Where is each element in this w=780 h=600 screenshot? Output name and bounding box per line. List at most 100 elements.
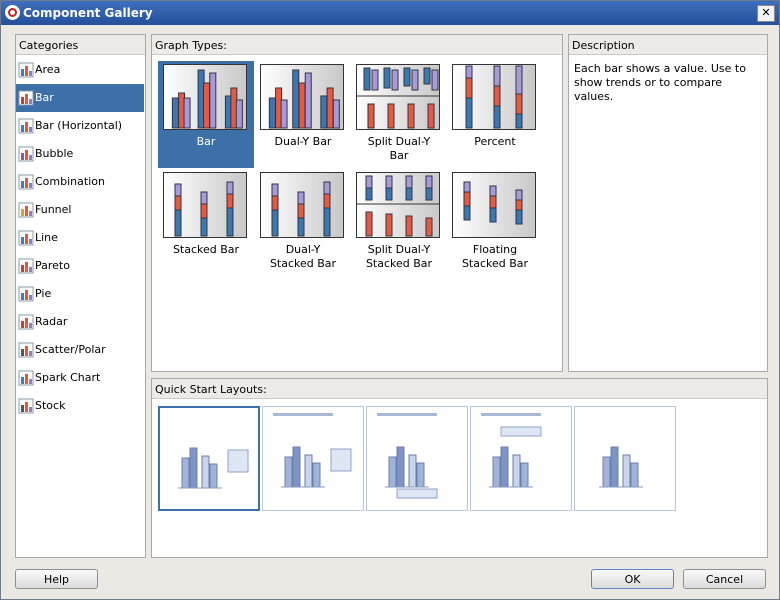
quick-start-layout[interactable] (366, 406, 468, 511)
quick-start-layout[interactable] (574, 406, 676, 511)
icon-glyph-b (25, 150, 28, 160)
app-icon (5, 5, 20, 20)
category-item[interactable]: Line (16, 224, 144, 252)
icon-glyph-a (21, 265, 24, 272)
layout-bar (416, 462, 425, 488)
layout-thumbnail (273, 413, 352, 488)
graph-type-thumbnail (163, 64, 247, 130)
category-label: Spark Chart (35, 371, 101, 384)
thumbnail-bar (326, 87, 334, 129)
thumbnail-bar (515, 65, 523, 95)
icon-glyph-a (21, 69, 24, 76)
layout-thumbnail (481, 413, 542, 488)
category-item[interactable]: Bubble (16, 140, 144, 168)
graph-type[interactable]: Dual-Y Bar (255, 61, 351, 168)
category-label: Pareto (35, 259, 70, 272)
layout-legend (330, 448, 352, 472)
cancel-button[interactable]: Cancel (683, 569, 766, 589)
thumbnail-bar (304, 72, 312, 129)
ok-button[interactable]: OK (591, 569, 674, 589)
category-item[interactable]: Radar (16, 308, 144, 336)
graph-type-label: Bar (196, 135, 216, 148)
icon-glyph-a (21, 293, 24, 300)
icon-glyph-a (21, 97, 24, 104)
icon-glyph-b (25, 94, 28, 104)
category-label: Bubble (35, 147, 74, 160)
thumbnail-bar (171, 97, 179, 129)
thumbnail-bar (411, 69, 419, 91)
category-icon (18, 258, 34, 274)
layout-bar (312, 462, 321, 488)
category-icon (18, 370, 34, 386)
category-item[interactable]: Area (16, 56, 144, 84)
graph-type-thumbnail (452, 172, 536, 238)
graph-type-thumbnail (356, 64, 440, 130)
icon-glyph-a (21, 377, 24, 384)
thumbnail-bar (271, 195, 279, 211)
thumbnail-bar (365, 211, 373, 237)
graph-type-label: Stacked Bar (172, 243, 240, 256)
quick-start-layout[interactable] (158, 406, 260, 511)
thumbnail-bar (271, 183, 279, 197)
category-item[interactable]: Pareto (16, 252, 144, 280)
graph-type[interactable]: Split Dual-Y Stacked Bar (351, 169, 447, 276)
thumbnail-bar (515, 209, 523, 225)
thumbnail-bar (427, 103, 435, 129)
thumbnail-bar (425, 187, 433, 201)
graph-type[interactable]: Stacked Bar (158, 169, 254, 276)
graph-type[interactable]: Bar (158, 61, 254, 168)
thumbnail-bar (403, 67, 411, 87)
quick-start-layout[interactable] (262, 406, 364, 511)
layout-bar (500, 446, 509, 488)
layout-bar (388, 456, 397, 488)
category-item[interactable]: Funnel (16, 196, 144, 224)
thumbnail-bar (323, 207, 331, 237)
layout-title (481, 413, 541, 416)
graph-type[interactable]: Percent (447, 61, 543, 168)
icon-glyph-b (25, 206, 28, 216)
thumbnail-bar (292, 69, 300, 129)
category-item[interactable]: Bar (16, 84, 144, 112)
layout-bar (209, 463, 218, 489)
graph-type[interactable]: Dual-Y Stacked Bar (255, 169, 351, 276)
thumbnail-bar (174, 209, 182, 237)
thumbnail-bar (465, 97, 473, 129)
thumbnail-bar (226, 181, 234, 195)
thumbnail-bar (385, 213, 393, 237)
icon-glyph-b (25, 290, 28, 300)
close-button[interactable]: ✕ (757, 5, 775, 22)
category-item[interactable]: Stock (16, 392, 144, 420)
thumbnail-bar (431, 69, 439, 91)
category-item[interactable]: Spark Chart (16, 364, 144, 392)
category-item[interactable]: Combination (16, 168, 144, 196)
graph-type-label: Percent (474, 135, 516, 148)
quick-start-layout[interactable] (470, 406, 572, 511)
thumbnail-bar (493, 105, 501, 129)
layout-bar (292, 446, 301, 488)
thumbnail-bar (463, 191, 471, 207)
thumbnail-bar (405, 187, 413, 201)
help-button[interactable]: Help (15, 569, 98, 589)
graph-type-thumbnail (260, 172, 344, 238)
category-item[interactable]: Scatter/Polar (16, 336, 144, 364)
thumbnail-bar (235, 99, 243, 129)
graph-type[interactable]: Split Dual-Y Bar (351, 61, 447, 168)
category-icon (18, 62, 34, 78)
thumbnail-bar (297, 203, 305, 219)
category-item[interactable]: Bar (Horizontal) (16, 112, 144, 140)
category-item[interactable]: Pie (16, 280, 144, 308)
category-label: Pie (35, 287, 52, 300)
thumbnail-bar (489, 207, 497, 223)
layout-bar (610, 446, 619, 488)
graph-type-label: Dual-Y Bar (274, 135, 332, 148)
layout-bar (201, 455, 210, 489)
category-icon (18, 314, 34, 330)
thumbnail-bar (405, 215, 413, 237)
icon-glyph-b (25, 178, 28, 188)
graph-type-label: Floating Stacked Bar (461, 243, 529, 270)
thumbnail-bar (226, 193, 234, 209)
graph-type[interactable]: Floating Stacked Bar (447, 169, 543, 276)
layout-bar (284, 456, 293, 488)
thumbnail-bar (385, 175, 393, 189)
thumbnail-bar (463, 205, 471, 221)
